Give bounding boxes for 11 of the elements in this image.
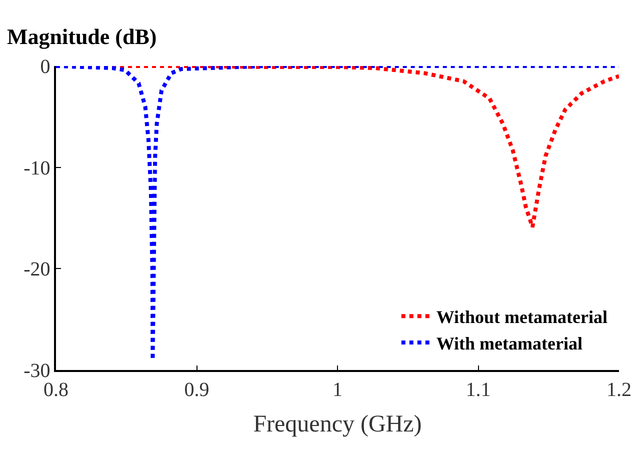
- legend-label: With metamaterial: [436, 334, 583, 354]
- x-tick-label: 1.2: [606, 378, 632, 401]
- x-axis-title: Frequency (GHz): [253, 412, 422, 438]
- y-axis-title: Magnitude (dB): [7, 24, 157, 49]
- x-tick-label: 1: [332, 378, 342, 401]
- y-tick-label: -20: [24, 258, 50, 281]
- legend-label: Without metamaterial: [436, 307, 608, 328]
- x-tick-label: 1.1: [466, 378, 491, 401]
- x-tick-label: 0.9: [184, 378, 210, 401]
- y-tick-label: -10: [24, 157, 50, 180]
- y-tick-label: 0: [40, 56, 50, 78]
